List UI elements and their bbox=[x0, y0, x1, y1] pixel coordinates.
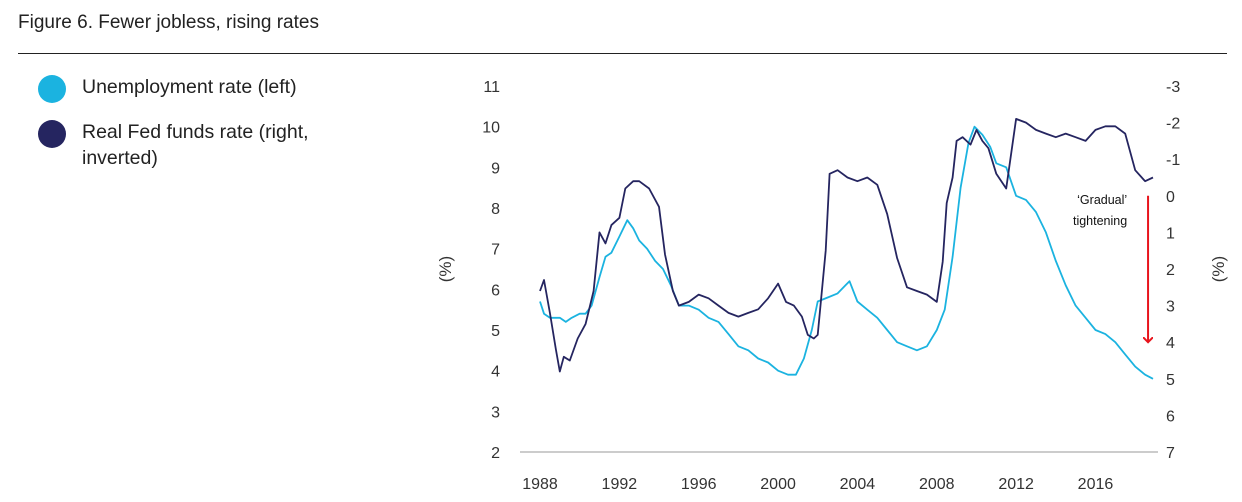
title-divider bbox=[18, 53, 1227, 54]
legend-swatch-fed-funds bbox=[38, 120, 66, 148]
y-left-tick-label: 5 bbox=[491, 323, 500, 340]
y-left-axis-label: (%) bbox=[436, 256, 455, 282]
y-left-tick-label: 10 bbox=[482, 120, 500, 137]
y-right-tick-label: 6 bbox=[1166, 408, 1175, 425]
y-left-tick-label: 6 bbox=[491, 282, 500, 299]
y-right-tick-label: 5 bbox=[1166, 372, 1175, 389]
y-right-tick-label: 7 bbox=[1166, 445, 1175, 462]
y-left-tick-label: 8 bbox=[491, 201, 500, 218]
y-left-tick-label: 3 bbox=[491, 404, 500, 421]
legend: Unemployment rate (left) Real Fed funds … bbox=[38, 74, 312, 187]
series-line-fed-funds bbox=[539, 118, 1154, 373]
x-tick-label: 1992 bbox=[602, 476, 638, 493]
x-tick-label: 2000 bbox=[760, 476, 796, 493]
x-tick-label: 1988 bbox=[522, 476, 558, 493]
series-line-unemployment bbox=[539, 125, 1154, 380]
chart-annotations: ‘Gradual’ tightening bbox=[1073, 193, 1148, 342]
y-left-tick-label: 4 bbox=[491, 364, 500, 381]
legend-swatch-unemployment bbox=[38, 75, 66, 103]
x-tick-label: 2008 bbox=[919, 476, 955, 493]
x-tick-label: 1996 bbox=[681, 476, 717, 493]
y-left-tick-label: 9 bbox=[491, 160, 500, 177]
y-right-tick-label: -1 bbox=[1166, 152, 1180, 169]
y-left-tick-label: 7 bbox=[491, 242, 500, 259]
y-right-tick-label: 2 bbox=[1166, 262, 1175, 279]
legend-label-fed-funds: Real Fed funds rate (right, inverted) bbox=[82, 121, 309, 169]
legend-item-unemployment: Unemployment rate (left) bbox=[38, 74, 312, 103]
annotation-text: tightening bbox=[1073, 214, 1127, 228]
y-right-tick-label: 4 bbox=[1166, 335, 1175, 352]
legend-label-unemployment: Unemployment rate (left) bbox=[82, 76, 297, 98]
y-right-tick-label: -3 bbox=[1166, 79, 1180, 96]
figure-title: Figure 6. Fewer jobless, rising rates bbox=[18, 12, 319, 33]
y-right-tick-label: 0 bbox=[1166, 189, 1175, 206]
x-tick-label: 2012 bbox=[998, 476, 1034, 493]
y-left-tick-label: 2 bbox=[491, 445, 500, 462]
y-right-tick-label: 3 bbox=[1166, 299, 1175, 316]
y-left-tick-label: 11 bbox=[483, 79, 500, 96]
x-tick-label: 2004 bbox=[840, 476, 876, 493]
chart-series bbox=[539, 118, 1154, 380]
legend-item-fed-funds: Real Fed funds rate (right, inverted) bbox=[38, 119, 312, 171]
chart-axes: 1988 1992 1996 2000 2004 2008 2012 201611109876… bbox=[436, 79, 1228, 493]
y-right-tick-label: 1 bbox=[1166, 225, 1175, 242]
x-tick-label: 2016 bbox=[1078, 476, 1114, 493]
y-right-axis-label: (%) bbox=[1209, 256, 1228, 282]
annotation-text: ‘Gradual’ bbox=[1077, 193, 1127, 207]
y-right-tick-label: -2 bbox=[1166, 116, 1180, 133]
